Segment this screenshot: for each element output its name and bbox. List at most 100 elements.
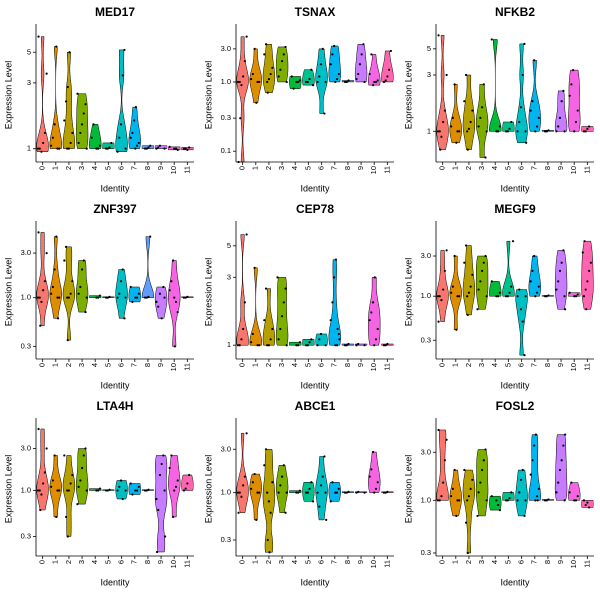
violin — [449, 469, 462, 517]
point — [308, 77, 311, 81]
point — [436, 130, 440, 133]
point — [51, 285, 54, 289]
x-tick-label: 3 — [277, 166, 286, 170]
point — [145, 489, 148, 492]
point — [184, 296, 187, 299]
point — [455, 141, 458, 144]
point — [523, 354, 526, 357]
point — [276, 276, 279, 279]
point — [37, 35, 40, 38]
x-tick-label: 6 — [517, 560, 526, 564]
violin — [502, 240, 515, 297]
point — [118, 485, 121, 488]
point — [266, 491, 269, 494]
point — [453, 468, 456, 472]
point — [58, 147, 61, 150]
point — [253, 472, 256, 476]
x-tick-label: 8 — [343, 363, 352, 367]
point — [240, 84, 243, 87]
point — [536, 499, 539, 502]
point — [143, 296, 147, 299]
point — [466, 148, 469, 151]
x-tick-label: 10 — [569, 560, 578, 568]
point — [82, 112, 85, 115]
violin — [315, 456, 328, 521]
point — [84, 447, 87, 450]
violin — [115, 269, 128, 319]
x-tick-label: 2 — [264, 166, 273, 170]
point — [370, 53, 373, 56]
point — [271, 327, 274, 331]
x-tick-label: 7 — [130, 560, 139, 564]
point — [445, 438, 448, 441]
x-tick-label: 0 — [38, 166, 47, 170]
violin — [462, 245, 476, 316]
point — [374, 487, 378, 490]
y-tick-label: 1.0 — [21, 293, 31, 302]
x-tick-label: 2 — [64, 363, 73, 367]
x-tick-label: 3 — [477, 363, 486, 367]
point — [363, 344, 366, 347]
point — [39, 324, 42, 327]
point — [498, 125, 501, 128]
point — [324, 491, 327, 494]
x-tick-label: 9 — [156, 166, 165, 170]
violin — [236, 234, 249, 346]
point — [306, 80, 309, 84]
point — [455, 514, 458, 518]
point — [267, 500, 271, 503]
point — [277, 338, 280, 341]
violin — [49, 236, 62, 319]
point — [255, 101, 258, 104]
point — [586, 127, 589, 130]
point — [480, 106, 484, 109]
point — [535, 291, 539, 294]
violin — [381, 50, 394, 83]
point — [51, 136, 54, 139]
point — [529, 109, 532, 112]
x-tick-label: 10 — [569, 363, 578, 371]
point — [277, 75, 280, 78]
x-axis-label: Identity — [100, 183, 130, 193]
point — [135, 296, 139, 299]
point — [292, 87, 295, 90]
point — [384, 344, 387, 347]
point — [77, 141, 80, 145]
violin — [154, 286, 168, 319]
point — [297, 80, 300, 84]
x-tick-label: 6 — [517, 166, 526, 170]
x-tick-label: 1 — [51, 560, 60, 564]
point — [476, 514, 479, 518]
x-tick-label: 2 — [464, 166, 473, 170]
point — [242, 484, 245, 487]
y-tick-label: 1.0 — [421, 495, 431, 504]
point — [338, 338, 341, 341]
x-tick-label: 4 — [290, 363, 299, 367]
point — [238, 80, 241, 84]
point — [305, 80, 308, 84]
x-tick-label: 7 — [330, 363, 339, 367]
x-tick-label: 9 — [556, 166, 565, 170]
point — [66, 339, 69, 342]
point — [508, 291, 511, 294]
violin — [436, 35, 449, 150]
point — [456, 130, 459, 133]
point — [182, 147, 186, 150]
point — [240, 338, 243, 341]
point — [318, 338, 321, 341]
point — [323, 455, 326, 458]
violin — [354, 43, 368, 83]
point — [56, 147, 59, 150]
point — [523, 514, 526, 518]
point — [255, 518, 258, 522]
x-tick-label: 9 — [556, 363, 565, 367]
point — [97, 296, 100, 299]
point — [39, 508, 42, 512]
point — [516, 295, 519, 298]
point — [588, 125, 591, 128]
y-axis-label: Expression Level — [203, 61, 213, 130]
x-tick-label: 3 — [477, 560, 486, 564]
point — [176, 148, 179, 151]
point — [524, 499, 527, 502]
point — [285, 491, 288, 494]
